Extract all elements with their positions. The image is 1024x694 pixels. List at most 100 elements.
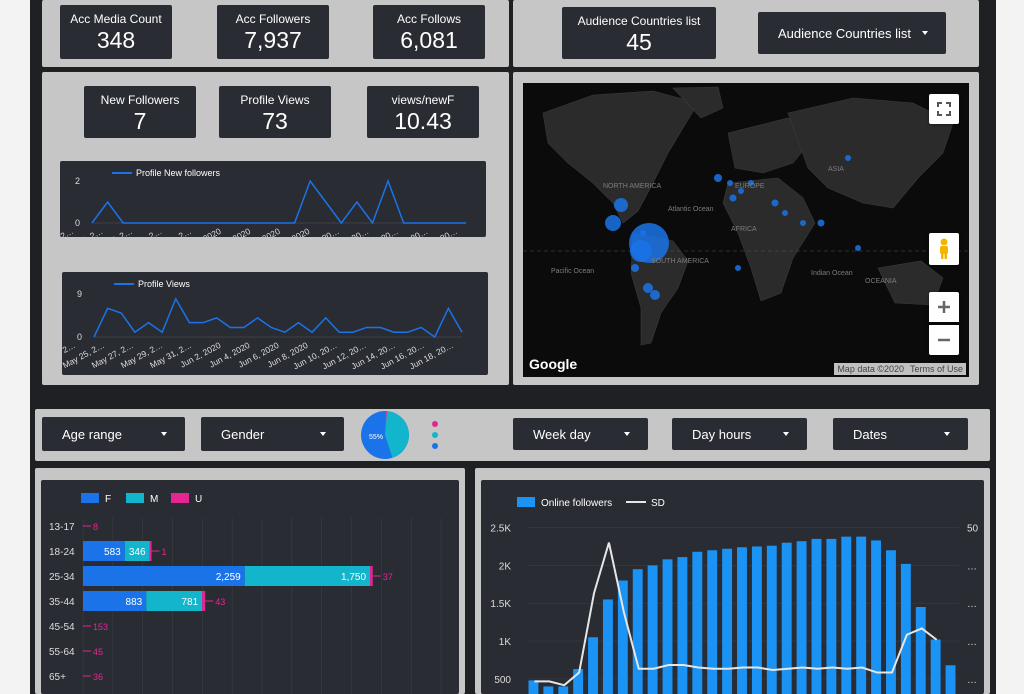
map-bubble <box>605 215 621 231</box>
zoom-in-button[interactable] <box>929 292 959 322</box>
kpi-label: Acc Follows <box>396 12 461 26</box>
map-label-europe: EUROPE <box>735 183 765 190</box>
bar <box>841 536 852 694</box>
pie-legend <box>432 421 446 451</box>
bar <box>737 547 747 694</box>
bar <box>588 637 598 694</box>
kpi-label: Profile Views <box>240 93 310 107</box>
week-day-dropdown[interactable]: Week day <box>513 418 648 450</box>
segment-label: 2,259 <box>216 572 241 583</box>
gender-dropdown[interactable]: Gender <box>201 417 344 451</box>
map-bubble <box>640 230 646 236</box>
kpi-profile-views: Profile Views 73 <box>219 86 331 138</box>
kpi-audience-countries: Audience Countries list 45 <box>562 7 716 59</box>
new-followers-chart: Profile New followers02May 23, 2…May 25,… <box>60 161 486 237</box>
dropdown-label: Dates <box>853 426 887 442</box>
bar <box>856 536 867 694</box>
zoom-in-icon <box>938 301 950 313</box>
category-label: 45-54 <box>49 622 75 633</box>
australia-land <box>877 260 944 306</box>
segment-label: 1,750 <box>341 572 366 583</box>
y2-tick-label: … <box>967 675 977 686</box>
asia-land <box>787 97 954 209</box>
dates-dropdown[interactable]: Dates <box>833 418 968 450</box>
bar-segment <box>146 591 203 611</box>
terms-link[interactable]: Terms of Use <box>906 363 966 375</box>
sd-line <box>534 542 938 687</box>
map-bubble <box>855 245 861 251</box>
map-label-asia: ASIA <box>828 166 844 173</box>
pegman-button[interactable] <box>929 233 959 265</box>
bar <box>707 550 718 694</box>
demographics-filter-bar: Age range Gender 55% <box>35 409 495 461</box>
caret-down-icon <box>320 432 326 436</box>
pie-pct-label: 55% <box>369 434 383 441</box>
dropdown-label: Week day <box>533 426 591 442</box>
map-bubble <box>630 240 652 262</box>
map-bubble <box>614 198 628 212</box>
bar <box>647 565 658 694</box>
kpi-views-per-new-follower: views/newF 10.43 <box>367 86 479 138</box>
africa-land <box>722 177 816 302</box>
legend-label: Profile New followers <box>136 168 221 178</box>
end-label: 37 <box>383 572 393 582</box>
kpi-follows: Acc Follows 6,081 <box>373 5 485 59</box>
bar <box>692 551 703 694</box>
map-region-labels: NORTH AMERICA EUROPE ASIA AFRICA SOUTH A… <box>551 166 897 285</box>
dropdown-label: Day hours <box>692 426 752 442</box>
bar-segment <box>370 566 373 586</box>
gender-pie-chart[interactable]: 55% <box>360 410 410 460</box>
kpi-label: Audience Countries list <box>577 14 701 28</box>
audience-countries-dropdown[interactable]: Audience Countries list <box>758 12 946 54</box>
legend-label: SD <box>651 498 665 509</box>
bar-segment <box>149 541 152 561</box>
caret-down-icon <box>624 432 630 436</box>
map-bubble <box>748 180 754 186</box>
day-hours-dropdown[interactable]: Day hours <box>672 418 807 450</box>
profile-views-line-svg: Profile Views09May 23, 2…May 25, 2…May 2… <box>62 279 463 371</box>
zoom-out-button[interactable] <box>929 325 959 355</box>
map-bubble <box>771 199 779 207</box>
category-label: 25-34 <box>49 572 75 583</box>
category-label: 35-44 <box>49 597 75 608</box>
y-tick-label: 0 <box>77 332 82 342</box>
kpi-value: 10.43 <box>394 108 452 134</box>
y2-tick-label: … <box>967 599 977 610</box>
dropdown-label: Audience Countries list <box>778 25 911 41</box>
bar <box>602 599 613 694</box>
kpi-value: 6,081 <box>400 27 458 53</box>
bar <box>915 607 926 694</box>
dropdown-label: Gender <box>221 426 265 442</box>
caret-down-icon <box>161 432 167 436</box>
y-tick-label: 1.5K <box>490 599 511 610</box>
category-label: 13-17 <box>49 522 75 533</box>
end-label: 45 <box>93 647 103 657</box>
map-label-indian: Indian Ocean <box>811 270 853 277</box>
bar <box>826 538 837 694</box>
bar <box>722 548 733 694</box>
kpi-followers: Acc Followers 7,937 <box>217 5 329 59</box>
segment-label: 346 <box>129 547 146 558</box>
bar-segment <box>124 541 150 561</box>
map-svg: NORTH AMERICA EUROPE ASIA AFRICA SOUTH A… <box>523 86 969 372</box>
map-label-oceania: OCEANIA <box>865 278 897 285</box>
fullscreen-button[interactable] <box>929 94 959 124</box>
map-bubble <box>643 283 653 293</box>
europe-land <box>727 117 814 174</box>
legend-swatch <box>171 493 189 503</box>
bar <box>796 541 807 694</box>
bar-segment <box>244 566 371 586</box>
bar-segment <box>202 591 206 611</box>
bar <box>945 665 956 694</box>
category-label: 65+ <box>49 672 66 683</box>
map-bubble <box>714 174 722 182</box>
bar <box>528 680 539 694</box>
age-range-dropdown[interactable]: Age range <box>42 417 185 451</box>
bar <box>886 550 896 694</box>
map-label-pacific: Pacific Ocean <box>551 268 594 275</box>
profile-views-chart: Profile Views09May 23, 2…May 25, 2…May 2… <box>62 272 488 375</box>
landmasses <box>542 86 954 346</box>
category-label: 18-24 <box>49 547 75 558</box>
bar <box>766 545 777 694</box>
world-map[interactable]: NORTH AMERICA EUROPE ASIA AFRICA SOUTH A… <box>523 83 969 377</box>
